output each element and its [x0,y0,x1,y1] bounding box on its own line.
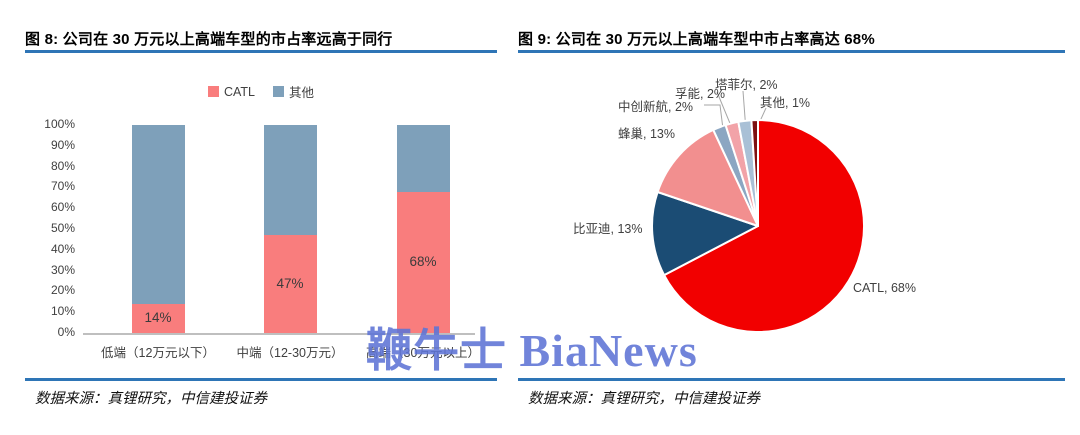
y-axis-tick-label: 50% [50,221,75,235]
figure-8-title: 图 8: 公司在 30 万元以上高端车型的市占率远高于同行 [25,31,393,48]
y-axis-tick-label: 60% [50,200,75,215]
x-axis-category-label: 中端（12-30万元） [236,346,344,360]
figure-8-bottom-rule [25,378,497,381]
legend-item-catl: CATL [207,84,255,99]
bar-value-label: 14% [144,310,172,326]
bar-segment-other [263,125,317,236]
legend-swatch-other [273,86,284,97]
pie-slice-CATL [663,119,866,333]
figure-8-legend: CATL 其他 [25,82,497,101]
bar-segment-catl [131,303,185,333]
x-axis-category-label: 高端（30万元以上） [366,346,480,360]
pie-chart-svg [651,90,866,333]
y-axis-tick-label: 20% [50,283,75,298]
figure-9-panel: 图 9: 公司在 30 万元以上高端车型中市占率高达 68% CATL, 68%… [518,28,1065,418]
y-axis-tick-label: 100% [44,117,75,131]
pie-slice-蜂巢 [656,128,759,227]
pie-label-中创新航: 中创新航, 2% [618,100,694,114]
legend-swatch-catl [207,86,219,97]
bar-segment-catl [263,235,317,333]
bar-segment-catl [396,191,450,333]
figure-8-source: 数据来源：真锂研究，中信建投证券 [35,391,267,407]
bar-segment-other [131,125,185,304]
figure-8-panel: 图 8: 公司在 30 万元以上高端车型的市占率远高于同行 CATL 其他 0%… [25,28,497,418]
watermark: 鞭牛士 BiaNews [366,325,698,376]
y-axis-tick-label: 80% [50,158,75,173]
y-axis-tick-label: 30% [50,262,75,277]
x-axis-category-label: 低端（12万元以下） [101,346,215,360]
legend-label-other: 其他 [289,86,315,100]
pie-label-CATL: CATL, 68% [853,281,916,295]
pie-slice-其他 [750,118,759,227]
legend-item-other: 其他 [273,82,314,101]
figure-8-title-rule [25,50,497,53]
stacked-bar-chart: 0% 10% 20% 30% 40% 50% 60% 70% 80% 90% 100% 14% 低端（1… [25,117,497,368]
pie-label-其他: 其他, 1% [760,96,811,110]
figure-9-source: 数据来源：真锂研究，中信建投证券 [528,391,760,407]
bar-value-label: 47% [276,276,304,292]
y-axis-tick-label: 0% [57,325,75,339]
y-axis-tick-label: 70% [50,179,75,194]
figure-9-title: 图 9: 公司在 30 万元以上高端车型中市占率高达 68% [518,31,875,48]
pie-label-塔菲尔: 塔菲尔, 2% [715,78,778,92]
pie-slice-比亚迪 [651,191,759,277]
figure-9-title-rule [518,50,1065,53]
y-axis-tick-label: 90% [50,137,75,152]
bar-segment-other [396,125,450,192]
pie-label-蜂巢: 蜂巢, 13% [618,127,675,141]
pie-chart: CATL, 68% 比亚迪, 13% 蜂巢, 13% 中创新航, 2% 孚能, 2% 塔菲… [518,28,1065,383]
y-axis-tick-label: 10% [50,304,75,319]
y-axis-tick-label: 40% [50,241,75,256]
legend-label-catl: CATL [223,84,255,99]
x-axis-line [83,333,475,335]
pie-label-孚能: 孚能, 2% [675,87,726,101]
figure-9-bottom-rule [518,378,1065,381]
pie-label-比亚迪: 比亚迪, 13% [573,222,643,236]
bar-value-label: 68% [409,254,437,270]
